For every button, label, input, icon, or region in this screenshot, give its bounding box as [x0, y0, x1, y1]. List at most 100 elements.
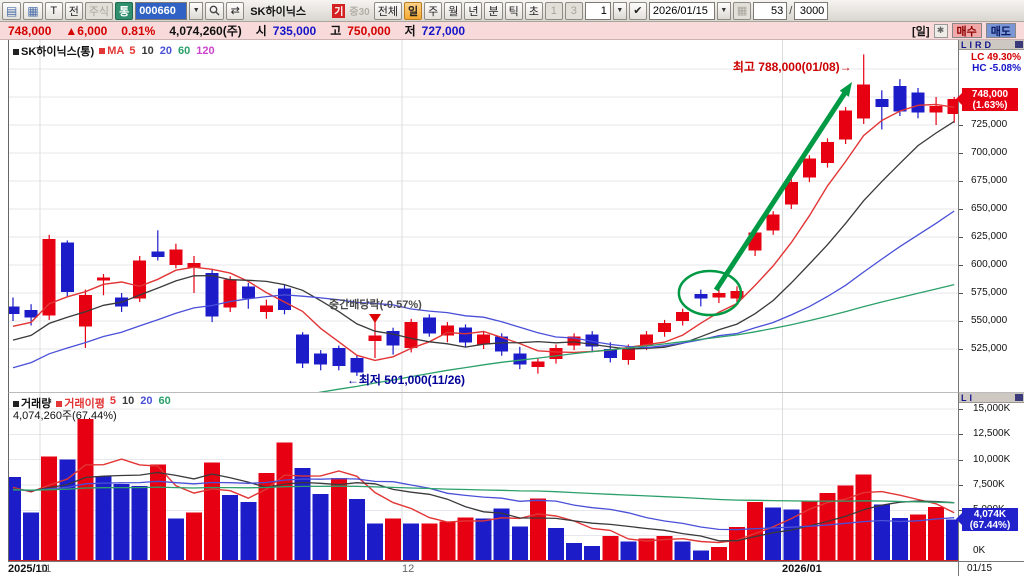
open-price: 735,000: [272, 23, 317, 38]
date-axis-strip: 2025/10 11 12 2026/01: [8, 561, 958, 576]
price-tick-mark: [959, 209, 963, 210]
stock-code-input[interactable]: 000660: [135, 1, 188, 20]
price-change-pct: 0.81%: [121, 23, 156, 38]
period-tick-button[interactable]: 틱: [504, 1, 523, 20]
axis-settings-icon[interactable]: [1015, 41, 1023, 48]
ma-period-120: 120: [196, 45, 215, 57]
ma-period-60: 60: [177, 45, 191, 57]
price-tick-mark: [959, 321, 963, 322]
volume-tick-mark: [959, 485, 963, 486]
volume-legend: 거래량 거래이평 5 10 20 60: [13, 395, 171, 411]
date-dropdown-arrow-icon[interactable]: ▼: [716, 1, 731, 20]
price-tick-label: 550,000: [971, 315, 1008, 326]
open-label: 시: [255, 24, 267, 38]
jeon-button[interactable]: 전: [64, 1, 83, 20]
price-tick-mark: [959, 349, 963, 350]
price-tick-label: 650,000: [971, 203, 1008, 214]
price-tick-label: 700,000: [971, 147, 1008, 158]
badge-price: 748,000: [971, 89, 1009, 100]
lc-value: LC 49.30%: [970, 52, 1021, 63]
volume-title: 거래량: [21, 398, 52, 410]
vol-ma-period-5: 5: [109, 395, 116, 407]
price-tick-label: 725,000: [971, 119, 1008, 130]
volume-axis-settings-icon[interactable]: [1015, 394, 1023, 401]
trend-arrow: [713, 87, 850, 292]
volume-tick-label: 7,500K: [973, 479, 1005, 490]
flag-badge: 기: [332, 3, 346, 18]
refresh-icon[interactable]: ⇄: [226, 1, 245, 20]
price-tick-label: 575,000: [971, 287, 1008, 298]
volume-tick-label: 10,000K: [973, 453, 1011, 465]
high-label: 고: [330, 24, 342, 38]
search-icon: [209, 5, 220, 16]
bar-count-input[interactable]: 53: [753, 1, 788, 20]
price-tick-mark: [959, 125, 963, 126]
volume-tick-mark: [959, 459, 963, 461]
buy-button[interactable]: 매수: [951, 23, 982, 38]
hc-value: HC -5.08%: [972, 63, 1021, 74]
price-info-bar: 748,000 ▲6,000 0.81% 4,074,260(주) 시 735,…: [0, 22, 1024, 40]
tong-badge: 통: [115, 1, 134, 20]
interval-dropdown-arrow-icon[interactable]: ▼: [612, 1, 627, 20]
preset-1-button[interactable]: 1: [544, 1, 563, 20]
price-tick-mark: [959, 293, 963, 294]
search-button[interactable]: [205, 1, 225, 20]
slash-separator: /: [789, 4, 793, 17]
chart-legend: SK하이닉스(통) MA 5 10 20 60 120: [13, 43, 215, 59]
volume-tick-label: 0K: [973, 545, 986, 556]
chart-area: 최고 788,000(01/08)→ ←최저 501,000(11/26) 중간배당…: [0, 40, 1024, 576]
chart-toolbar: ▤ ▦ T 전 주식 통 000660 ▼ ⇄ SK하이닉스 기 증30 전체 …: [0, 0, 1024, 22]
vol-ma-period-20: 20: [140, 395, 153, 407]
price-tick-label: 525,000: [971, 343, 1008, 354]
date-input[interactable]: 2026/01/15: [648, 1, 715, 20]
annotation-low: ←최저 501,000(11/26): [347, 372, 465, 387]
price-tick-mark: [959, 153, 963, 154]
gear-icon[interactable]: ✱: [933, 23, 948, 38]
price-chart-plot[interactable]: 최고 788,000(01/08)→ ←최저 501,000(11/26) 중간배당…: [8, 40, 959, 392]
price-tick-label: 625,000: [971, 231, 1008, 242]
layout-grid-icon[interactable]: ▤: [2, 1, 22, 20]
annotation-high: 최고 788,000(01/08)→: [733, 59, 852, 74]
volume-current-readout: 4,074,260주(67.44%): [13, 410, 117, 422]
axis-header-label: LIRD: [961, 39, 994, 50]
last-date-label: 01/15: [958, 561, 1024, 576]
layout-split-icon[interactable]: ▦: [23, 1, 43, 20]
low-price: 727,000: [421, 23, 466, 38]
low-label: 저: [404, 24, 416, 38]
price-tick-mark: [959, 181, 963, 182]
period-second-button[interactable]: 초: [524, 1, 543, 20]
interval-input[interactable]: 1: [584, 1, 611, 20]
vol-badge-pct: (67.44%): [969, 520, 1011, 531]
period-all-button[interactable]: 전체: [373, 1, 402, 20]
vol-ma-period-10: 10: [121, 395, 135, 407]
text-tool-button[interactable]: T: [44, 1, 63, 20]
code-dropdown-arrow-icon[interactable]: ▼: [189, 1, 204, 20]
day-volume: 4,074,260(주): [169, 24, 242, 38]
high-price: 750,000: [347, 23, 391, 38]
vol-ma-period-60: 60: [158, 395, 171, 407]
mini-grid-icon[interactable]: ▦: [732, 1, 752, 20]
price-tick-mark: [959, 237, 963, 238]
stock-type-button[interactable]: 주식: [84, 1, 114, 20]
badge-pct: (1.63%): [972, 100, 1008, 111]
period-month-button[interactable]: 월: [444, 1, 463, 20]
volume-tick-label: 12,500K: [973, 428, 1011, 440]
volume-tick-mark: [959, 409, 963, 410]
apply-check-icon[interactable]: ✔: [628, 1, 647, 20]
month-label-2026-01: 2026/01: [782, 563, 822, 575]
volume-ma-title: 거래이평: [64, 398, 105, 410]
sell-button[interactable]: 매도: [985, 23, 1016, 38]
price-axis-panel: LIRD LC 49.30% HC -5.08% 725,000 700,000 6…: [956, 39, 1024, 392]
bar-total-input[interactable]: 3000: [794, 1, 829, 20]
period-week-button[interactable]: 주: [424, 1, 443, 20]
stock-name-label: SK하이닉스: [250, 5, 306, 18]
volume-chart-plot[interactable]: 거래량 거래이평 5 10 20 60 4,074,260주(67.44%): [8, 392, 959, 562]
period-year-button[interactable]: 년: [464, 1, 483, 20]
preset-3-button[interactable]: 3: [564, 1, 583, 20]
period-minute-button[interactable]: 분: [484, 1, 503, 20]
exdiv-arrow-icon: [369, 314, 381, 323]
period-day-button[interactable]: 일: [403, 1, 423, 20]
ma-period-10: 10: [141, 45, 154, 57]
